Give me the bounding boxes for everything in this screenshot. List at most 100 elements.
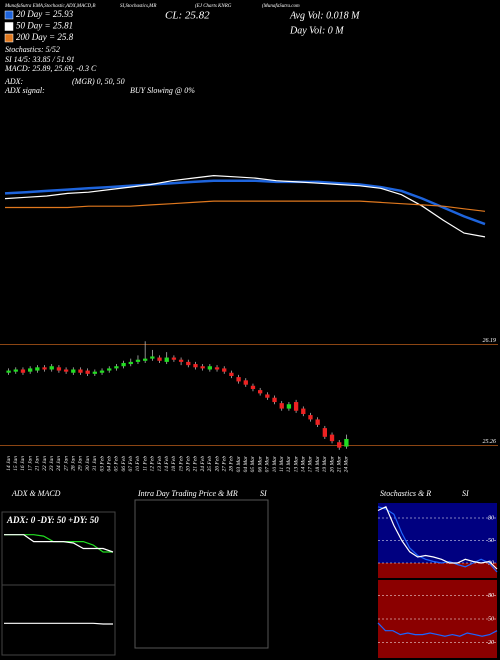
info-line: Stochastics: 5/52	[5, 45, 60, 54]
header: SI,Stochastics,MR	[120, 4, 156, 9]
legend-label: 200 Day = 25.8	[16, 32, 74, 42]
header: (MunafaSutra.com	[262, 4, 300, 9]
info-line: BUY Slowing @ 0%	[130, 86, 195, 95]
series-line	[377, 506, 498, 573]
x-tick-label: 17 Mar	[308, 455, 314, 472]
series-line	[377, 505, 498, 570]
x-tick-label: 23 Jan	[49, 456, 55, 471]
candle-body	[171, 357, 177, 360]
candle-body	[265, 394, 270, 398]
x-tick-label: 21 Feb	[193, 456, 199, 472]
y-tick-label: 50	[488, 616, 494, 622]
x-tick-label: 22 Jan	[42, 456, 48, 471]
info-line: ADX signal:	[4, 86, 45, 95]
legend-swatch	[4, 33, 14, 43]
panel-title: SI	[462, 489, 469, 498]
candle-body	[6, 370, 11, 373]
day-vol: Day Vol: 0 M	[289, 25, 344, 36]
x-tick-label: 27 Feb	[221, 456, 227, 472]
candle-body	[229, 372, 234, 376]
y-tick-label: 80	[488, 515, 494, 521]
candle-body	[200, 366, 205, 369]
x-tick-label: 04 Feb	[105, 456, 112, 472]
y-tick-label: 50	[488, 538, 494, 544]
intraday-panel	[134, 499, 269, 649]
candle-body	[13, 369, 18, 372]
series-line	[4, 174, 486, 238]
x-tick-label: 26 Feb	[214, 456, 220, 472]
x-tick-label: 21 Mar	[336, 455, 342, 472]
candle-body	[186, 361, 191, 366]
candle-body	[85, 370, 90, 374]
candle-body	[99, 370, 105, 373]
x-tick-label: 20 Feb	[186, 456, 192, 472]
x-tick-label: 03 Mar	[236, 455, 242, 472]
x-tick-label: 25 Feb	[207, 456, 213, 472]
x-tick-label: 12 Feb	[150, 456, 156, 472]
candle-body	[293, 402, 299, 411]
series-line	[4, 622, 113, 625]
candle-body	[20, 369, 26, 373]
candle-body	[272, 397, 277, 403]
x-tick-label: 30 Jan	[85, 456, 91, 472]
x-tick-label: 24 Mar	[343, 455, 350, 472]
candle-body	[71, 369, 76, 373]
candle-body	[178, 359, 184, 362]
y-tick-label: 80	[488, 593, 494, 599]
x-tick-label: 14 Jan	[5, 456, 12, 471]
candle-body	[114, 366, 119, 369]
candle-body	[308, 415, 313, 420]
candle-body	[121, 362, 126, 367]
x-tick-label: 07 Feb	[128, 456, 134, 472]
panel-title: Stochastics & R	[380, 489, 431, 498]
x-tick-label: 29 Jan	[78, 456, 84, 471]
y-tick-label: 20	[488, 640, 494, 646]
x-tick-label: 10 Feb	[135, 456, 141, 472]
x-tick-label: 14 Mar	[300, 455, 307, 472]
close-label: CL: 25.82	[165, 10, 210, 22]
candle-body	[28, 368, 33, 372]
x-tick-label: 28 Feb	[229, 456, 235, 472]
x-tick-label: 10 Mar	[272, 455, 278, 472]
panel-title: SI	[260, 489, 267, 498]
x-tick-label: 03 Feb	[99, 456, 105, 472]
panel-title: Intra Day Trading Price & MR	[137, 489, 238, 498]
x-tick-label: 24 Feb	[199, 456, 206, 472]
x-tick-label: 14 Feb	[163, 456, 170, 472]
candle-body	[164, 357, 169, 362]
legend-swatch	[4, 22, 14, 31]
candle-body	[286, 404, 292, 409]
candle-body	[322, 428, 327, 437]
candle-body	[92, 371, 97, 374]
legend-label: 20 Day = 25.93	[16, 9, 74, 19]
candle-body	[258, 390, 263, 394]
x-tick-label: 13 Feb	[157, 456, 163, 472]
info-line: (MGR) 0, 50, 50	[72, 77, 125, 86]
candle-body	[56, 367, 62, 371]
x-tick-label: 21 Jan	[35, 456, 41, 471]
candle-body	[250, 385, 256, 390]
x-tick-label: 07 Mar	[265, 455, 271, 472]
x-tick-label: 28 Jan	[71, 456, 77, 471]
x-tick-label: 05 Feb	[114, 456, 120, 472]
candle-body	[157, 357, 162, 361]
legend-swatch	[4, 10, 14, 20]
candle-body	[63, 369, 69, 372]
candle-body	[329, 434, 335, 442]
legend-label: 50 Day = 25.81	[16, 21, 73, 31]
x-tick-label: 20 Mar	[329, 455, 335, 472]
x-tick-label: 15 Jan	[13, 456, 19, 471]
x-tick-label: 06 Feb	[121, 456, 127, 472]
candle-body	[301, 408, 306, 414]
x-tick-label: 13 Mar	[293, 455, 299, 472]
candle-body	[207, 366, 212, 370]
series-line	[5, 200, 486, 212]
candle-body	[315, 419, 320, 425]
x-tick-label: 18 Feb	[171, 456, 177, 472]
panel-title: ADX & MACD	[11, 489, 61, 498]
candle-body	[236, 377, 241, 382]
series-line	[4, 534, 114, 553]
x-tick-label: 11 Mar	[279, 455, 285, 472]
x-tick-label: 19 Mar	[322, 455, 328, 472]
panel-label: ADX: 0 -DY: 50 +DY: 50	[6, 515, 99, 525]
